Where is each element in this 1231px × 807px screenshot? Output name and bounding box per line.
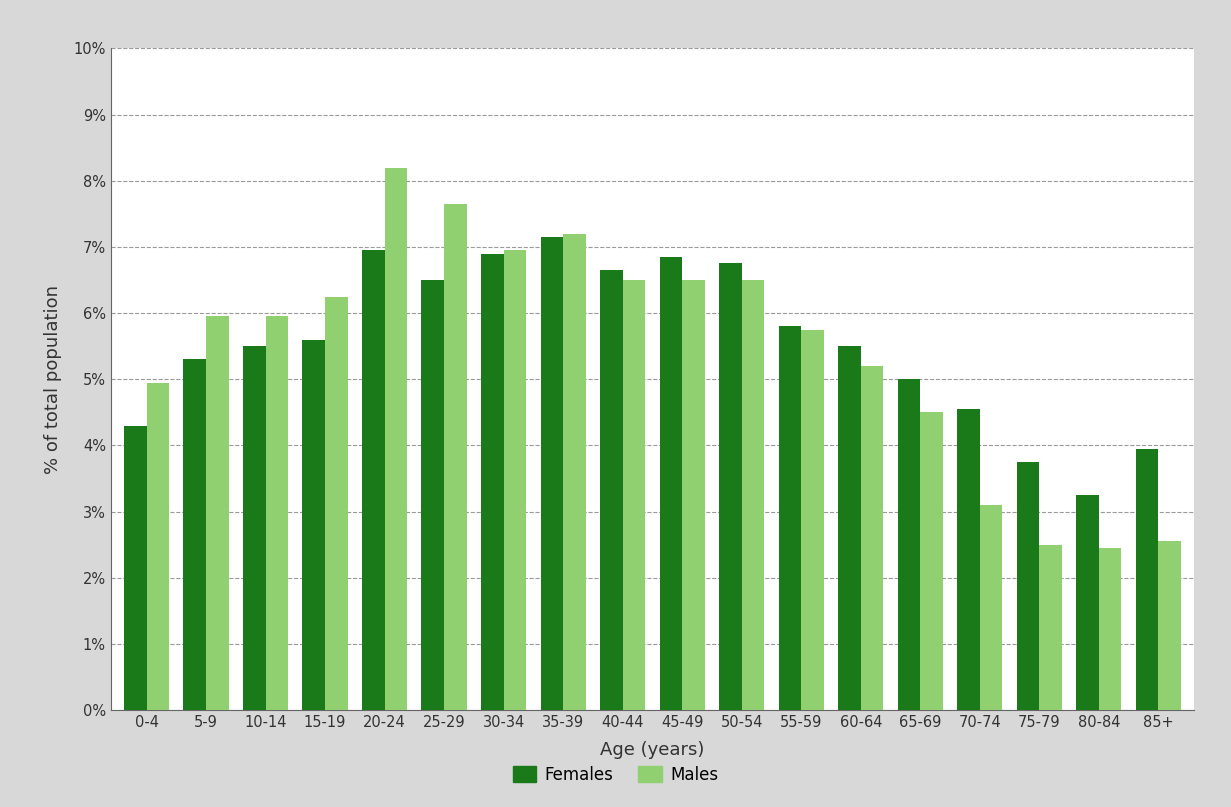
X-axis label: Age (years): Age (years)	[601, 741, 704, 759]
Bar	[838, 346, 860, 710]
Bar	[325, 297, 347, 710]
Bar	[1099, 548, 1121, 710]
Bar	[623, 280, 645, 710]
Bar	[779, 326, 801, 710]
Bar	[980, 505, 1002, 710]
Bar	[146, 383, 169, 710]
Bar	[897, 379, 921, 710]
Bar	[206, 316, 229, 710]
Bar	[660, 257, 682, 710]
Bar	[958, 409, 980, 710]
Bar	[1039, 545, 1062, 710]
Bar	[503, 250, 526, 710]
Bar	[444, 204, 467, 710]
Bar	[742, 280, 764, 710]
Bar	[563, 234, 586, 710]
Bar	[801, 330, 824, 710]
Bar	[1076, 495, 1099, 710]
Bar	[266, 316, 288, 710]
Bar	[481, 253, 503, 710]
Bar	[1158, 541, 1181, 710]
Bar	[540, 237, 563, 710]
Bar	[243, 346, 266, 710]
Bar	[1136, 449, 1158, 710]
Bar	[921, 412, 943, 710]
Bar	[303, 340, 325, 710]
Bar	[1017, 462, 1039, 710]
Bar	[124, 425, 146, 710]
Bar	[183, 359, 206, 710]
Bar	[421, 280, 444, 710]
Y-axis label: % of total population: % of total population	[44, 285, 63, 474]
Bar	[384, 168, 407, 710]
Bar	[719, 263, 742, 710]
Bar	[860, 366, 884, 710]
Legend: Females, Males: Females, Males	[506, 759, 725, 791]
Bar	[599, 270, 623, 710]
Bar	[362, 250, 384, 710]
Bar	[682, 280, 705, 710]
